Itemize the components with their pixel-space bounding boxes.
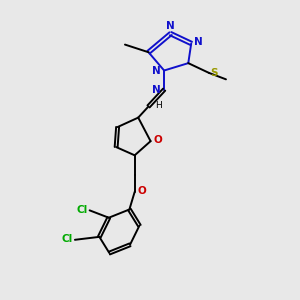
Text: H: H [156,101,162,110]
Text: N: N [194,37,202,47]
Text: N: N [152,85,161,94]
Text: Cl: Cl [61,234,73,244]
Text: N: N [166,21,174,31]
Text: Cl: Cl [76,205,87,215]
Text: S: S [210,68,217,78]
Text: O: O [154,135,162,145]
Text: O: O [138,186,146,196]
Text: N: N [152,66,161,76]
